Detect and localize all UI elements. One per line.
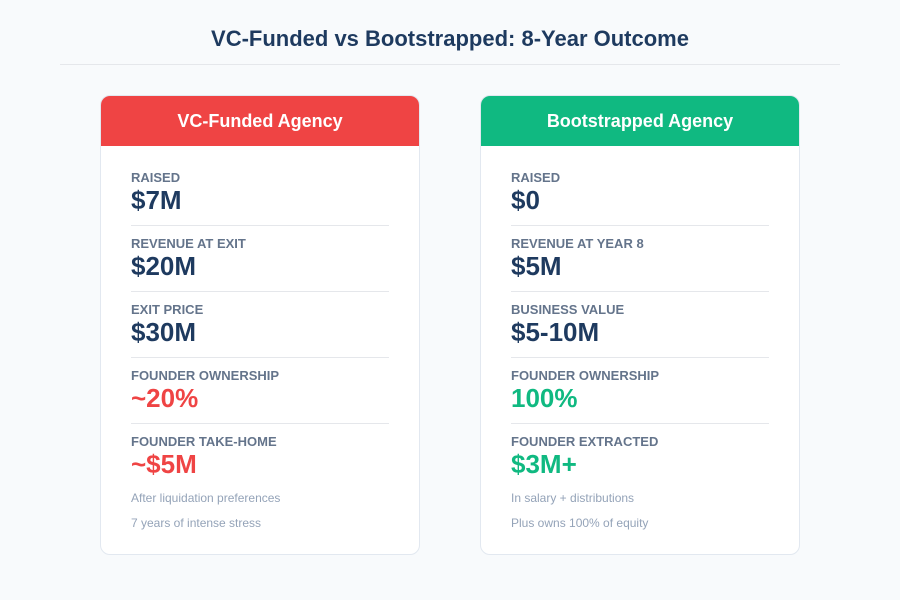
metric-value: $5M — [511, 251, 562, 281]
metric-row: RAISED $7M — [131, 160, 389, 226]
metric-value: $0 — [511, 185, 540, 215]
metric-label: FOUNDER OWNERSHIP — [131, 368, 280, 383]
note: Plus owns 100% of equity — [511, 516, 649, 530]
metric-label: FOUNDER OWNERSHIP — [511, 368, 660, 383]
card-header: VC-Funded Agency — [101, 96, 419, 146]
card: VC-Funded Agency RAISED $7M REVENUE AT EXIT… — [100, 95, 420, 555]
metric-row: REVENUE AT EXIT $20M — [131, 226, 389, 292]
note: 7 years of intense stress — [131, 516, 262, 530]
metric-row: FOUNDER OWNERSHIP 100% — [511, 358, 769, 424]
metric-label: REVENUE AT YEAR 8 — [511, 236, 644, 251]
card-body: RAISED $7M REVENUE AT EXIT $20M EXIT PRICE $3… — [101, 146, 419, 533]
metric-row: FOUNDER OWNERSHIP ~20% — [131, 358, 389, 424]
metric-value: ~20% — [131, 383, 199, 413]
card-header: Bootstrapped Agency — [481, 96, 799, 146]
card-body: RAISED $0 REVENUE AT YEAR 8 $5M BUSINESS VAL… — [481, 146, 799, 533]
metric-row: FOUNDER TAKE-HOME ~$5M — [131, 424, 389, 483]
metric-label: EXIT PRICE — [131, 302, 204, 317]
metric-value: $30M — [131, 317, 197, 347]
metric-label: FOUNDER EXTRACTED — [511, 434, 659, 449]
metric-label: RAISED — [131, 170, 181, 185]
metric-label: BUSINESS VALUE — [511, 302, 625, 317]
note: In salary + distributions — [511, 491, 635, 505]
metric-value: ~$5M — [131, 449, 197, 479]
note: After liquidation preferences — [131, 491, 281, 505]
metric-row: REVENUE AT YEAR 8 $5M — [511, 226, 769, 292]
metric-row: FOUNDER EXTRACTED $3M+ — [511, 424, 769, 483]
divider — [60, 64, 840, 65]
metric-label: FOUNDER TAKE-HOME — [131, 434, 277, 449]
metric-value: $5-10M — [511, 317, 600, 347]
metric-value: $20M — [131, 251, 197, 281]
card: Bootstrapped Agency RAISED $0 REVENUE AT YE… — [480, 95, 800, 555]
metric-row: EXIT PRICE $30M — [131, 292, 389, 358]
metric-value: $3M+ — [511, 449, 577, 479]
metric-value: 100% — [511, 383, 578, 413]
metric-row: BUSINESS VALUE $5-10M — [511, 292, 769, 358]
metric-label: REVENUE AT EXIT — [131, 236, 246, 251]
metric-row: RAISED $0 — [511, 160, 769, 226]
metric-value: $7M — [131, 185, 182, 215]
title: VC-Funded vs Bootstrapped: 8-Year Outcom… — [211, 26, 689, 51]
metric-label: RAISED — [511, 170, 561, 185]
